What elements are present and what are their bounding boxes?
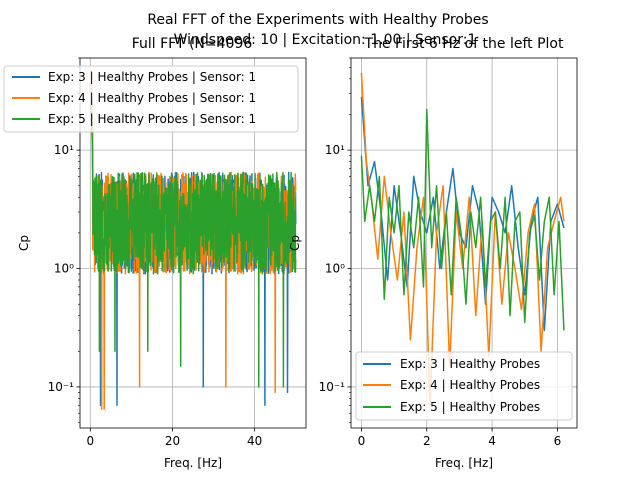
right-ytick-label: 10⁰ <box>325 262 345 276</box>
right-axes-frame <box>350 57 578 429</box>
right-xtick-label: 4 <box>488 434 496 448</box>
figure-suptitle-line2: Windspeed: 10 | Excitation: 1.00 | Senso… <box>174 32 477 48</box>
left-ytick-label: 10¹ <box>54 143 74 157</box>
left-series-group <box>89 70 297 410</box>
left-ytick-label: 10⁰ <box>54 262 74 276</box>
right-subplot: The First 6 Hz of the left Plot 0 2 4 6 10⁻¹… <box>288 36 578 470</box>
left-xlabel: Freq. [Hz] <box>164 456 222 470</box>
right-ticks: 0 2 4 6 10⁻¹ 10⁰ 10¹ <box>319 57 562 448</box>
left-legend-box <box>3 65 299 133</box>
right-series-group <box>360 72 565 407</box>
left-ylabel: Cp <box>17 235 31 251</box>
left-xtick-label: 20 <box>165 434 180 448</box>
right-legend-label-exp3: Exp: 3 | Healthy Probes <box>400 357 540 371</box>
right-xtick-label: 6 <box>554 434 562 448</box>
left-xtick-label: 0 <box>86 434 94 448</box>
right-ytick-label: 10⁻¹ <box>319 380 346 394</box>
left-legend-label-exp5: Exp: 5 | Healthy Probes | Sensor: 1 <box>48 112 256 126</box>
left-subplot: Full FFT (N=4096 0 20 40 10⁻¹ 10⁰ 10¹ Freq. [… <box>17 36 307 470</box>
left-plot-area <box>79 57 307 429</box>
right-plot-title: The First 6 Hz of the left Plot <box>364 36 564 52</box>
figure-suptitle-line1: Real FFT of the Experiments with Healthy… <box>147 12 488 28</box>
right-legend-label-exp5: Exp: 5 | Healthy Probes <box>400 400 540 414</box>
left-ytick-label: 10⁻¹ <box>48 380 75 394</box>
right-xtick-label: 0 <box>358 434 366 448</box>
right-xlabel: Freq. [Hz] <box>435 456 493 470</box>
right-series-line-exp5 <box>360 108 565 331</box>
right-series-line-exp4 <box>360 72 565 407</box>
right-ylabel: Cp <box>288 235 302 251</box>
left-legend-label-exp4: Exp: 4 | Healthy Probes | Sensor: 1 <box>48 91 256 105</box>
left-legend: Exp: 3 | Healthy Probes | Sensor: 1 Exp:… <box>3 65 299 133</box>
left-plot-title: Full FFT (N=4096 <box>132 36 253 52</box>
left-xtick-label: 40 <box>247 434 262 448</box>
left-legend-label-exp3: Exp: 3 | Healthy Probes | Sensor: 1 <box>48 70 256 84</box>
right-legend-label-exp4: Exp: 4 | Healthy Probes <box>400 378 540 392</box>
right-xtick-label: 2 <box>423 434 431 448</box>
left-ticks: 0 20 40 10⁻¹ 10⁰ 10¹ <box>48 57 262 448</box>
left-axes-frame <box>79 57 307 429</box>
right-legend: Exp: 3 | Healthy Probes Exp: 4 | Healthy… <box>355 351 573 421</box>
right-ytick-label: 10¹ <box>325 143 345 157</box>
right-legend-box <box>355 351 573 421</box>
left-series-line-exp5 <box>89 100 297 388</box>
